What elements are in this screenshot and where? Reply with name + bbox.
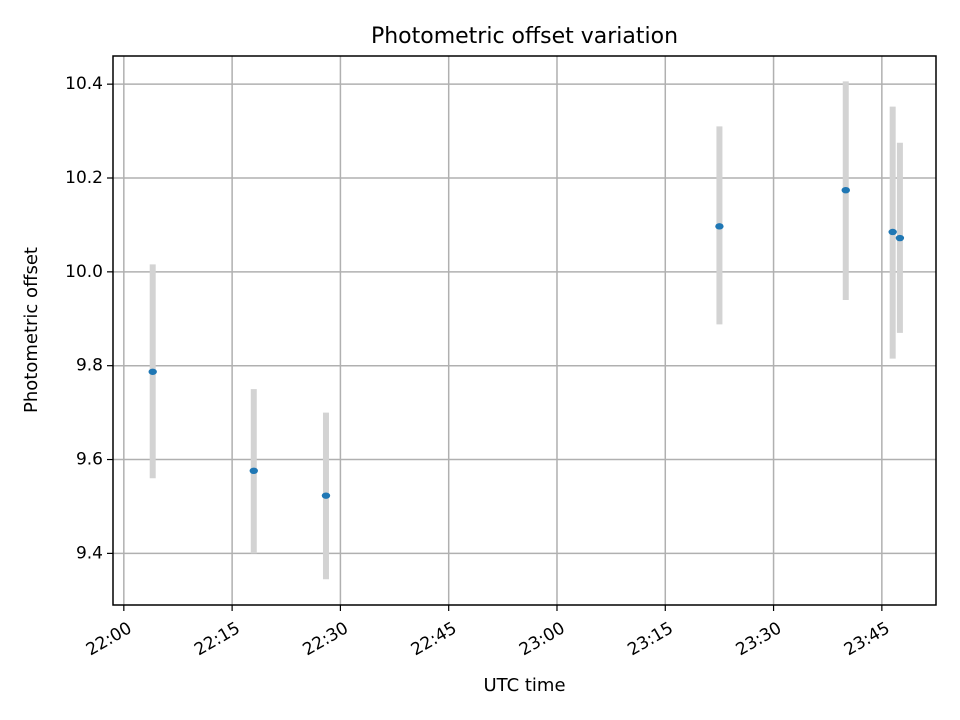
plot-frame <box>112 55 937 606</box>
data-point <box>148 368 157 375</box>
y-axis-label: Photometric offset <box>21 247 42 413</box>
data-point <box>249 467 258 474</box>
x-tick-label: 23:45 <box>841 618 893 660</box>
grid <box>113 56 936 605</box>
x-tick-label: 22:30 <box>299 618 351 660</box>
data-point <box>841 187 850 194</box>
x-tick-label: 22:45 <box>408 618 460 660</box>
data-point <box>895 234 905 242</box>
data-point <box>715 223 724 230</box>
y-tick-label: 9.6 <box>76 450 103 470</box>
y-tick-label: 10.2 <box>65 168 103 188</box>
chart-title: Photometric offset variation <box>371 24 678 49</box>
x-tick-label: 23:15 <box>624 618 676 660</box>
x-tick-label: 23:00 <box>516 618 568 660</box>
error-bars <box>149 81 903 580</box>
x-axis-label: UTC time <box>483 675 565 696</box>
data-point <box>888 228 897 236</box>
x-tick-label: 22:15 <box>191 618 243 660</box>
x-tick-label: 22:00 <box>83 618 135 660</box>
y-tick-label: 10.4 <box>65 74 103 94</box>
x-tick-label: 23:30 <box>733 618 785 660</box>
y-tick-label: 9.4 <box>76 543 103 563</box>
data-point <box>321 492 331 499</box>
data-points <box>148 187 905 499</box>
y-tick-label: 10.0 <box>65 262 103 282</box>
axis-ticks: 22:00 22:15 22:30 22:45 23:00 23:15 23:30 23:45… <box>65 74 893 660</box>
y-tick-label: 9.8 <box>76 356 103 376</box>
